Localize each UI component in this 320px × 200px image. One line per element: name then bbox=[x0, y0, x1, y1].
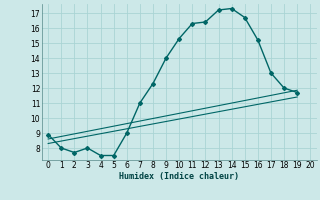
X-axis label: Humidex (Indice chaleur): Humidex (Indice chaleur) bbox=[119, 172, 239, 181]
